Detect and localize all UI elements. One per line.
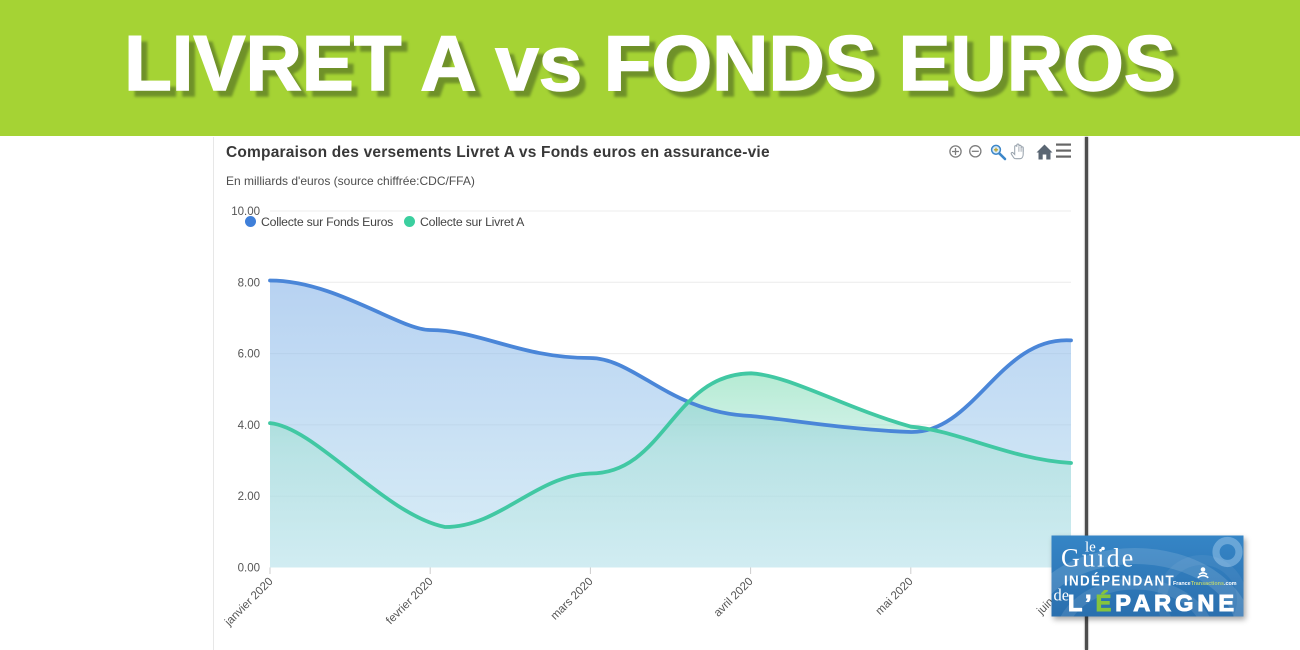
svg-text:fevrier 2020: fevrier 2020: [384, 576, 435, 627]
svg-text:janvier 2020: janvier 2020: [222, 576, 275, 629]
svg-text:0.00: 0.00: [238, 563, 260, 575]
svg-text:8.00: 8.00: [238, 277, 260, 289]
svg-text:L’ÉPARGNE: L’ÉPARGNE: [1068, 589, 1238, 616]
svg-text:le: le: [1085, 540, 1096, 556]
svg-text:mars 2020: mars 2020: [549, 576, 596, 623]
svg-text:avril 2020: avril 2020: [712, 576, 756, 620]
svg-text:de: de: [1054, 586, 1070, 605]
svg-text:10.00: 10.00: [231, 206, 260, 218]
svg-text:6.00: 6.00: [238, 349, 260, 361]
svg-text:Guide: Guide: [1061, 544, 1136, 573]
svg-text:FranceTransactions.com: FranceTransactions.com: [1173, 581, 1237, 587]
svg-text:mai 2020: mai 2020: [874, 576, 916, 618]
svg-text:2.00: 2.00: [238, 491, 260, 503]
svg-text:4.00: 4.00: [238, 420, 260, 432]
svg-text:INDÉPENDANT: INDÉPENDANT: [1064, 572, 1175, 590]
